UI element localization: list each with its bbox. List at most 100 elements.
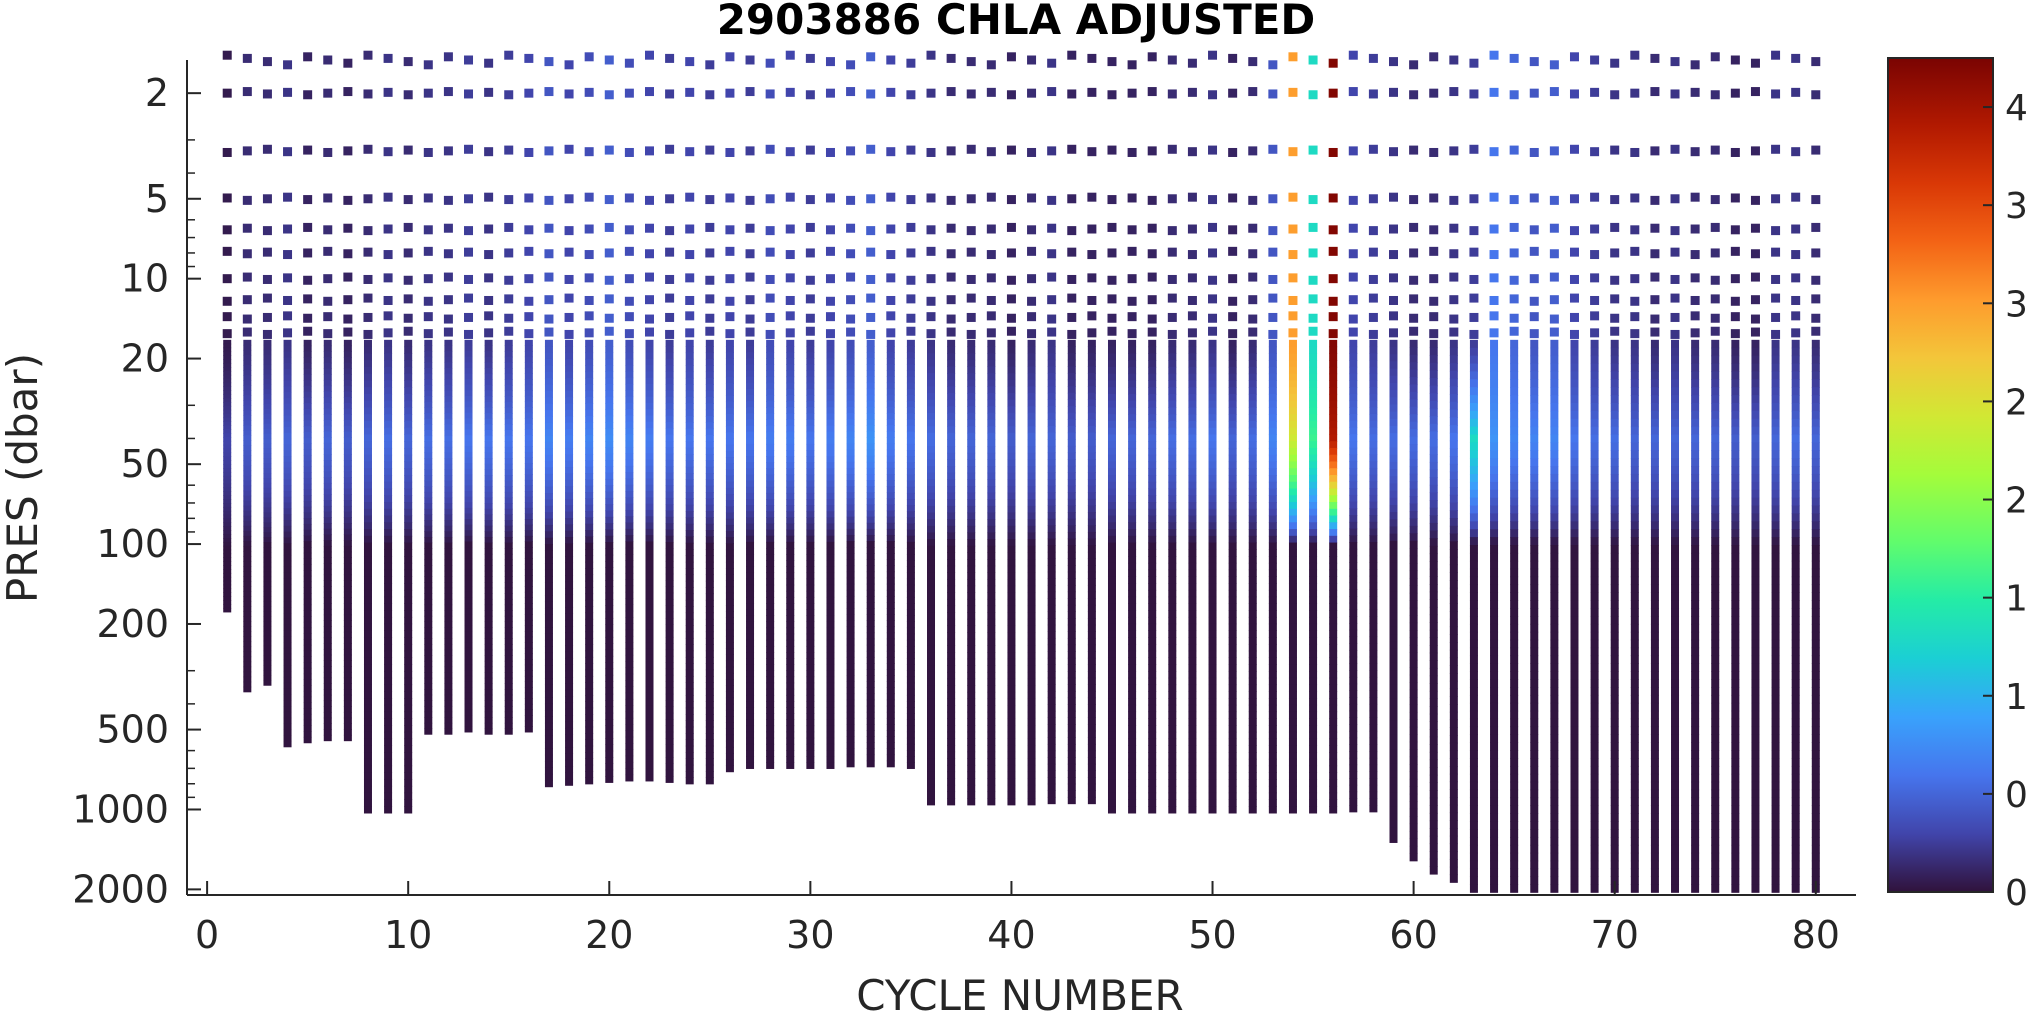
profile-segment	[223, 417, 232, 423]
profile-segment	[665, 775, 674, 783]
profile-segment	[404, 508, 413, 517]
profile-segment	[484, 491, 493, 499]
sample-point	[705, 90, 715, 100]
profile-segment	[504, 700, 513, 707]
profile-segment	[283, 432, 292, 440]
profile-segment	[906, 590, 915, 598]
profile-segment	[906, 345, 915, 353]
profile-segment	[484, 660, 493, 668]
profile-segment	[283, 740, 292, 748]
profile-segment	[1228, 420, 1237, 429]
profile-segment	[1107, 549, 1116, 557]
profile-segment	[323, 408, 332, 415]
profile-segment	[504, 379, 513, 386]
profile-segment	[625, 383, 634, 391]
profile-segment	[786, 419, 795, 427]
profile-segment	[927, 412, 936, 421]
sample-point	[1208, 248, 1218, 258]
profile-segment	[243, 485, 252, 492]
profile-segment	[1148, 731, 1157, 740]
profile-segment	[1288, 785, 1297, 794]
profile-segment	[464, 715, 473, 722]
cycle-profile-4	[283, 60, 293, 748]
sample-point	[705, 294, 715, 304]
profile-segment	[524, 603, 533, 610]
profile-segment	[1067, 346, 1076, 354]
profile-segment	[806, 578, 815, 586]
sample-point	[1389, 224, 1399, 234]
profile-segment	[967, 578, 976, 587]
profile-segment	[1148, 603, 1157, 611]
profile-segment	[303, 483, 312, 491]
profile-segment	[263, 576, 272, 583]
profile-segment	[1389, 397, 1398, 406]
profile-segment	[1349, 521, 1358, 530]
profile-segment	[1128, 427, 1137, 436]
profile-segment	[243, 420, 252, 426]
profile-segment	[384, 434, 393, 442]
sample-point	[283, 328, 293, 338]
chart-title: 2903886 CHLA ADJUSTED	[717, 0, 1316, 44]
sample-point	[464, 194, 474, 204]
profile-segment	[1329, 339, 1338, 348]
sample-point	[886, 273, 896, 283]
sample-point	[1006, 90, 1016, 100]
sample-point	[765, 247, 775, 257]
profile-segment	[725, 531, 734, 538]
profile-segment	[1148, 583, 1157, 591]
profile-segment	[404, 461, 413, 469]
profile-segment	[1148, 698, 1157, 706]
sample-point	[745, 314, 755, 324]
profile-segment	[1007, 466, 1016, 474]
profile-segment	[243, 601, 252, 607]
profile-segment	[605, 668, 614, 676]
profile-segment	[343, 626, 352, 633]
profile-segment	[303, 610, 312, 617]
profile-segment	[665, 687, 674, 695]
profile-segment	[343, 442, 352, 450]
profile-segment	[444, 390, 453, 397]
profile-segment	[886, 583, 895, 591]
profile-segment	[1188, 583, 1197, 591]
sample-point	[604, 90, 614, 100]
sample-point	[685, 87, 695, 97]
profile-segment	[384, 427, 393, 436]
profile-segment	[645, 465, 654, 473]
sample-point	[765, 329, 775, 339]
profile-segment	[323, 568, 332, 576]
profile-segment	[484, 627, 493, 634]
profile-segment	[243, 576, 252, 582]
profile-segment	[404, 569, 413, 577]
profile-segment	[544, 582, 553, 590]
profile-segment	[866, 413, 875, 420]
profile-segment	[1027, 386, 1036, 394]
profile-segment	[1389, 598, 1398, 607]
profile-segment	[866, 419, 875, 426]
profile-segment	[906, 554, 915, 561]
profile-segment	[303, 650, 312, 657]
profile-segment	[1429, 729, 1438, 738]
profile-segment	[665, 497, 674, 505]
profile-segment	[283, 444, 292, 451]
profile-segment	[363, 529, 372, 537]
profile-segment	[1288, 704, 1297, 713]
profile-segment	[906, 676, 915, 684]
profile-segment	[484, 542, 493, 549]
profile-segment	[223, 456, 232, 461]
profile-segment	[303, 414, 312, 421]
sample-point	[423, 296, 433, 306]
sample-point	[644, 272, 654, 282]
profile-segment	[625, 541, 634, 549]
sample-point	[685, 192, 695, 202]
profile-segment	[524, 698, 533, 705]
profile-segment	[967, 479, 976, 487]
sample-point	[323, 55, 333, 65]
profile-segment	[323, 677, 332, 684]
profile-segment	[1107, 353, 1116, 361]
profile-segment	[1087, 538, 1096, 546]
profile-segment	[1067, 531, 1076, 540]
profile-segment	[1309, 670, 1318, 679]
profile-segment	[1027, 645, 1036, 653]
profile-segment	[303, 696, 312, 703]
profile-segment	[565, 632, 574, 640]
